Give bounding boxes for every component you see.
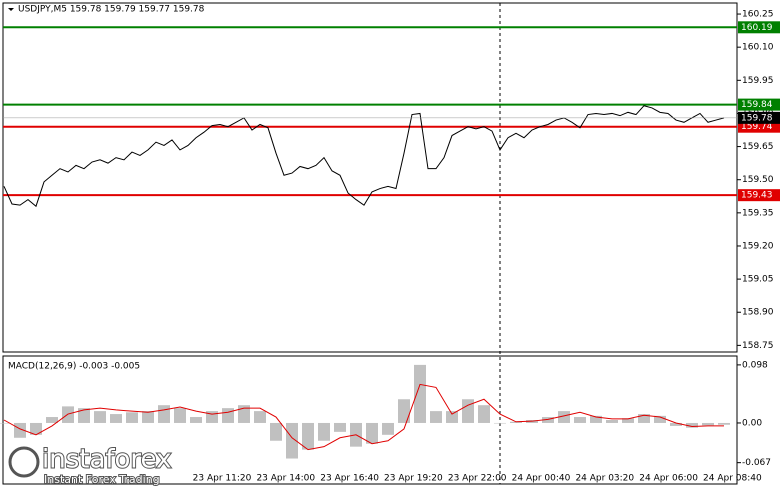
level-label-box (738, 120, 780, 133)
logo-tagline: Instant Forex Trading (44, 473, 160, 486)
level-label-box (738, 98, 780, 111)
histogram-bar (686, 422, 698, 428)
level-label-box (738, 189, 780, 202)
histogram-bar (238, 405, 250, 423)
histogram-bar (0, 422, 10, 424)
histogram-bar (334, 422, 346, 432)
x-tick-label: 24 Apr 00:40 (512, 474, 571, 484)
histogram-bar (110, 414, 122, 423)
histogram-bar (462, 399, 474, 423)
x-tick-label: 23 Apr 22:00 (448, 474, 507, 484)
histogram-bar (574, 417, 586, 423)
histogram-bar (558, 411, 570, 423)
histogram-bar (478, 405, 490, 423)
price-panel (2, 2, 738, 353)
histogram-bar (382, 422, 394, 435)
y-tick-label: 158.75 (742, 341, 774, 351)
histogram-bar (126, 412, 138, 423)
histogram-bar (30, 422, 42, 435)
y-tick-label: 159.65 (742, 142, 774, 152)
histogram-bar (158, 405, 170, 423)
level-label-box (738, 21, 780, 34)
histogram-bar (638, 414, 650, 423)
histogram-bar (302, 422, 314, 450)
signal-line (3, 383, 724, 451)
last-price-label: 159.78 (741, 113, 773, 123)
macd-title: MACD(12,26,9) -0.003 -0.005 (8, 362, 140, 372)
x-tick-label: 24 Apr 08:40 (703, 474, 762, 484)
level-label: 159.43 (741, 191, 773, 201)
menu-arrow (8, 8, 14, 11)
y-tick-label: 159.50 (742, 175, 774, 185)
histogram-bar (654, 415, 666, 423)
plot-layer: 160.25160.10159.95159.80159.65159.50159.… (0, 10, 780, 468)
histogram-bar (254, 411, 266, 423)
level-label: 160.19 (741, 23, 773, 33)
histogram-bar (702, 422, 714, 426)
y-tick-label: 160.10 (742, 43, 774, 53)
histogram-bar (718, 422, 730, 425)
chart-title: USDJPY,M5 159.78 159.79 159.77 159.78 (18, 5, 205, 15)
histogram-bar (446, 411, 458, 423)
y-tick-label: 159.20 (742, 241, 774, 251)
logo-icon (8, 446, 40, 478)
histogram-bar (318, 422, 330, 441)
histogram-bar (142, 411, 154, 423)
y-tick-label: 0.098 (742, 360, 768, 370)
histogram-bar (670, 422, 682, 426)
x-tick-label: 23 Apr 11:20 (193, 474, 252, 484)
histogram-bar (94, 411, 106, 423)
watermark: instaforex Instant Forex Trading (8, 444, 172, 487)
histogram-bar (174, 408, 186, 423)
histogram-bar (190, 417, 202, 423)
y-tick-label: 159.95 (742, 76, 774, 86)
x-tick-label: 24 Apr 03:20 (575, 474, 634, 484)
histogram-bar (270, 422, 282, 441)
macd-panel (2, 355, 738, 485)
histogram-bar (606, 420, 618, 423)
x-tick-label: 23 Apr 19:20 (384, 474, 443, 484)
y-tick-label: -0.067 (742, 458, 771, 468)
histogram-bar (494, 422, 506, 424)
histogram-bar (622, 418, 634, 423)
x-tick-label: 24 Apr 06:00 (639, 474, 698, 484)
last-price-box (738, 111, 780, 124)
level-label: 159.74 (741, 122, 773, 132)
histogram-bar (430, 411, 442, 423)
histogram-bar (510, 421, 522, 423)
histogram-bar (590, 415, 602, 423)
histogram-bar (78, 408, 90, 423)
histogram-bar (542, 417, 554, 423)
histogram-bar (46, 417, 58, 423)
y-tick-label: 160.25 (742, 10, 774, 20)
level-label: 159.84 (741, 100, 773, 110)
histogram-bar (286, 422, 298, 459)
price-line (3, 105, 725, 208)
y-tick-label: 159.05 (742, 275, 774, 285)
histogram-bar (206, 411, 218, 423)
y-tick-label: 0.00 (742, 418, 762, 428)
histogram-bar (222, 408, 234, 423)
histogram-bar (398, 399, 410, 423)
logo-name: instaforex (42, 445, 171, 475)
y-tick-label: 158.90 (742, 308, 774, 318)
x-tick-label: 23 Apr 14:00 (256, 474, 315, 484)
histogram-bar (414, 364, 426, 423)
x-tick-label: 23 Apr 16:40 (320, 474, 379, 484)
y-tick-label: 159.35 (742, 208, 774, 218)
histogram-bar (366, 422, 378, 444)
